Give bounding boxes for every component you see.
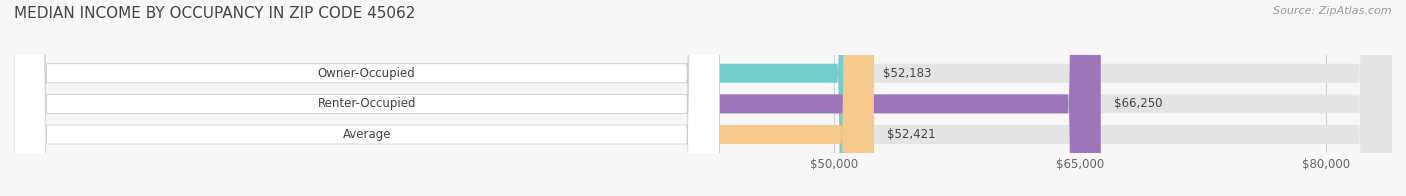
Text: $66,250: $66,250 xyxy=(1114,97,1163,110)
Text: Source: ZipAtlas.com: Source: ZipAtlas.com xyxy=(1274,6,1392,16)
FancyBboxPatch shape xyxy=(14,0,1101,196)
FancyBboxPatch shape xyxy=(14,0,875,196)
Text: MEDIAN INCOME BY OCCUPANCY IN ZIP CODE 45062: MEDIAN INCOME BY OCCUPANCY IN ZIP CODE 4… xyxy=(14,6,415,21)
Text: Renter-Occupied: Renter-Occupied xyxy=(318,97,416,110)
Text: Owner-Occupied: Owner-Occupied xyxy=(318,67,416,80)
FancyBboxPatch shape xyxy=(14,0,1392,196)
FancyBboxPatch shape xyxy=(14,0,1392,196)
FancyBboxPatch shape xyxy=(14,0,720,196)
FancyBboxPatch shape xyxy=(14,0,720,196)
FancyBboxPatch shape xyxy=(14,0,870,196)
Text: $52,183: $52,183 xyxy=(883,67,932,80)
Text: Average: Average xyxy=(343,128,391,141)
Text: $52,421: $52,421 xyxy=(887,128,935,141)
FancyBboxPatch shape xyxy=(14,0,1392,196)
FancyBboxPatch shape xyxy=(14,0,720,196)
